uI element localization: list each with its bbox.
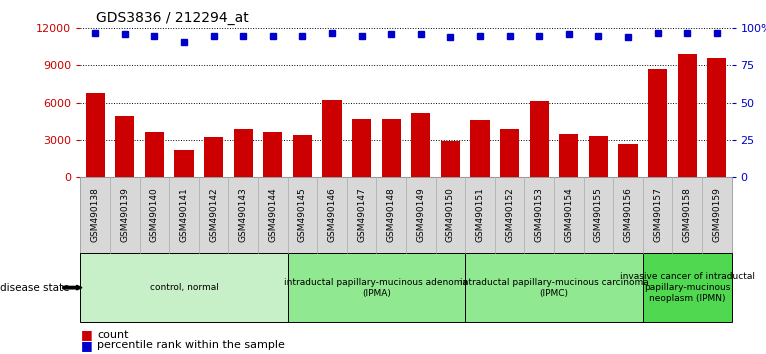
Bar: [411, 113, 430, 177]
Text: GSM490138: GSM490138: [90, 188, 100, 242]
Text: GSM490143: GSM490143: [239, 188, 247, 242]
Text: GSM490147: GSM490147: [357, 188, 366, 242]
Text: intraductal papillary-mucinous adenoma
(IPMA): intraductal papillary-mucinous adenoma (…: [284, 278, 468, 298]
Bar: [677, 54, 697, 177]
Text: GSM490150: GSM490150: [446, 188, 455, 242]
Text: GSM490153: GSM490153: [535, 188, 544, 242]
Text: GSM490149: GSM490149: [416, 188, 425, 242]
Bar: [470, 120, 489, 177]
Bar: [500, 129, 519, 177]
Bar: [145, 132, 164, 177]
Text: GSM490146: GSM490146: [328, 188, 336, 242]
Text: GSM490140: GSM490140: [150, 188, 159, 242]
Text: GSM490158: GSM490158: [683, 188, 692, 242]
Bar: [264, 132, 283, 177]
Text: ■: ■: [80, 339, 92, 352]
Bar: [234, 129, 253, 177]
Bar: [618, 144, 637, 177]
Text: GSM490142: GSM490142: [209, 188, 218, 242]
Bar: [86, 93, 105, 177]
Text: GDS3836 / 212294_at: GDS3836 / 212294_at: [96, 11, 248, 25]
Text: GSM490151: GSM490151: [476, 188, 484, 242]
Text: GSM490157: GSM490157: [653, 188, 662, 242]
Text: GSM490154: GSM490154: [565, 188, 573, 242]
Text: GSM490144: GSM490144: [268, 188, 277, 242]
Bar: [707, 58, 726, 177]
Text: GSM490156: GSM490156: [624, 188, 633, 242]
Text: GSM490148: GSM490148: [387, 188, 396, 242]
Text: GSM490152: GSM490152: [505, 188, 514, 242]
Text: count: count: [97, 330, 129, 339]
Bar: [648, 69, 667, 177]
Text: intraductal papillary-mucinous carcinoma
(IPMC): intraductal papillary-mucinous carcinoma…: [460, 278, 648, 298]
Bar: [440, 141, 460, 177]
Bar: [115, 116, 135, 177]
Bar: [352, 119, 372, 177]
Text: percentile rank within the sample: percentile rank within the sample: [97, 340, 285, 350]
Text: GSM490141: GSM490141: [179, 188, 188, 242]
Text: ■: ■: [80, 328, 92, 341]
Text: disease state: disease state: [0, 282, 70, 293]
Text: GSM490159: GSM490159: [712, 188, 722, 242]
Bar: [529, 101, 548, 177]
Text: GSM490155: GSM490155: [594, 188, 603, 242]
Text: control, normal: control, normal: [149, 283, 218, 292]
Bar: [322, 100, 342, 177]
Bar: [589, 136, 608, 177]
Text: GSM490145: GSM490145: [298, 188, 307, 242]
Bar: [293, 135, 312, 177]
Text: invasive cancer of intraductal
papillary-mucinous
neoplasm (IPMN): invasive cancer of intraductal papillary…: [620, 272, 755, 303]
Bar: [381, 119, 401, 177]
Bar: [559, 133, 578, 177]
Bar: [175, 150, 194, 177]
Bar: [204, 137, 223, 177]
Text: GSM490139: GSM490139: [120, 188, 129, 242]
